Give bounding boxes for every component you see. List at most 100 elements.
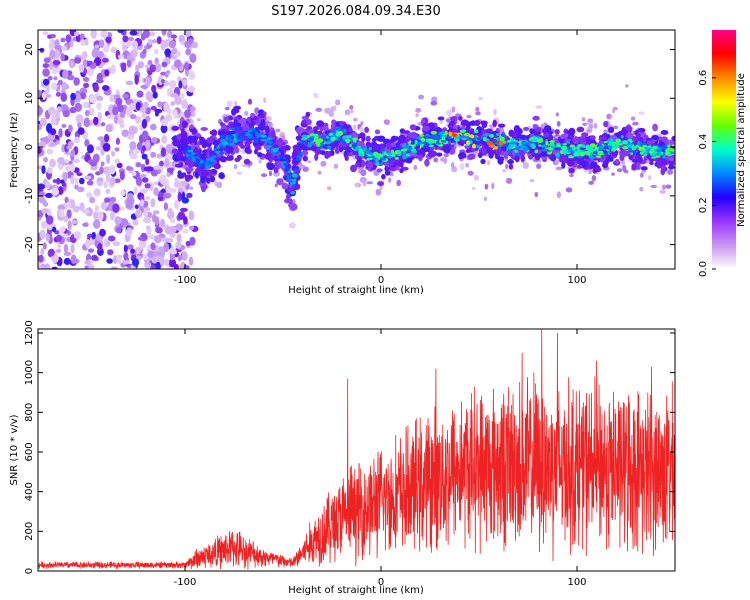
spectrogram-cell	[84, 38, 89, 46]
spectrogram-cell	[165, 143, 173, 153]
spectrogram-cell	[116, 162, 123, 169]
spectrogram-cell	[428, 144, 434, 148]
spectrogram-cell	[99, 228, 106, 237]
spectrogram-cell	[608, 126, 615, 133]
spectrogram-cell	[291, 173, 298, 178]
spectrogram-cell	[184, 138, 191, 145]
spectrogram-cell	[161, 135, 168, 144]
spectrogram-cell	[475, 106, 480, 112]
spectrogram-cell	[116, 254, 123, 259]
spectrogram-cell	[51, 82, 58, 91]
spectrogram-cell	[67, 220, 72, 231]
spectrogram-cell	[79, 33, 85, 39]
spectrogram-cell	[556, 120, 561, 127]
spectrogram-cell	[503, 151, 509, 160]
spectrogram-cell	[119, 170, 125, 181]
spectrogram-cell	[97, 111, 103, 122]
spectrogram-cell	[57, 204, 65, 211]
spectrogram-cell	[100, 30, 109, 38]
spectrogram-cell	[93, 211, 98, 220]
spectrogram-cell	[272, 149, 278, 153]
spectrogram-cell	[254, 132, 259, 137]
spectrogram-cell	[107, 235, 116, 242]
spectrogram-cell	[243, 137, 250, 141]
spectrogram-cell	[70, 175, 75, 185]
spectrogram-cell	[476, 136, 482, 141]
spectrogram-cell	[267, 140, 273, 144]
spectrogram-cell	[375, 189, 382, 196]
spectrogram-cell	[166, 172, 171, 177]
spectrogram-cell	[401, 148, 408, 152]
spectrogram-cell	[82, 222, 89, 227]
spectrogram-cell	[189, 53, 197, 63]
spectrogram-cell	[550, 145, 557, 149]
spectrogram-cell	[381, 148, 385, 151]
spectrogram-cell	[568, 127, 576, 136]
spectrogram-cell	[57, 156, 65, 164]
spectrogram-cell	[386, 155, 393, 159]
spectrogram-cell	[106, 240, 111, 247]
spectrogram-cell	[452, 128, 457, 134]
spectrogram-cell	[617, 168, 623, 173]
spectrogram-cell	[167, 88, 174, 93]
spectrogram-cell	[149, 64, 156, 73]
spectrogram-cell	[228, 136, 232, 141]
spectrogram-cell	[463, 132, 471, 137]
snr-y-tick-label: 1200	[24, 320, 35, 345]
spectrogram-cell	[459, 152, 465, 157]
spectrogram-cell	[178, 80, 183, 89]
spectrogram-cell	[514, 153, 520, 156]
spectrogram-cell	[121, 129, 129, 137]
spectrogram-cell	[465, 163, 469, 168]
spectrogram-cell	[354, 182, 359, 187]
spectrogram-cell	[305, 111, 311, 118]
spectrogram-cell	[179, 92, 185, 100]
spectrogram-cell	[560, 133, 569, 139]
spectrogram-cell	[141, 118, 148, 129]
spectrogram-cell	[139, 106, 146, 114]
spectrogram-cell	[478, 96, 483, 101]
spectrogram-cell	[39, 229, 46, 240]
spectrogram-cell	[144, 139, 151, 150]
spectrogram-cell	[561, 145, 568, 151]
spectrogram-cell	[49, 38, 56, 49]
spectrogram-cell	[148, 31, 155, 37]
spectrogram-cell	[190, 142, 196, 151]
spectrogram-cell	[166, 167, 174, 173]
spectrogram-cell	[142, 30, 150, 39]
spectrogram-cell	[82, 209, 90, 215]
spectrogram-cell	[168, 40, 177, 49]
spectrogram-cell	[567, 155, 575, 159]
spectrogram-cell	[150, 169, 158, 177]
spectrogram-cell	[104, 198, 111, 203]
spectrogram-cell	[135, 101, 141, 111]
spectrogram-cell	[439, 157, 446, 162]
spectrogram-cell	[671, 135, 675, 142]
spectrogram-cell	[143, 211, 148, 217]
spectrogram-cell	[196, 118, 201, 122]
spectrogram-cell	[102, 44, 110, 53]
spectrogram-cell	[611, 172, 615, 176]
spectrogram-cell	[51, 69, 58, 74]
spectrogram-cell	[667, 169, 673, 175]
spectrogram-cell	[532, 124, 539, 129]
spectrogram-cell	[224, 106, 230, 111]
spectrogram-cell	[660, 130, 669, 135]
spectrogram-cell	[167, 208, 173, 214]
snr-y-tick-label: 400	[24, 482, 35, 501]
snr-x-tick-label: -100	[174, 577, 197, 588]
spectrogram-cell	[76, 186, 85, 193]
spectrogram-cell	[409, 131, 418, 139]
spectrogram-cell	[184, 174, 194, 180]
spectrogram-cell	[655, 155, 661, 158]
spectrogram-cell	[507, 139, 512, 143]
spectrogram-cell	[141, 130, 149, 141]
spectrogram-cell	[260, 173, 268, 178]
spectrogram-cell	[165, 185, 171, 194]
spectrogram-cell	[65, 165, 72, 172]
spectrogram-cell	[522, 146, 529, 152]
spectrogram-cell	[130, 49, 138, 58]
spectrogram-cell	[176, 233, 182, 243]
spectrogram-cell	[415, 149, 423, 155]
spectrogram-cell	[410, 141, 416, 145]
